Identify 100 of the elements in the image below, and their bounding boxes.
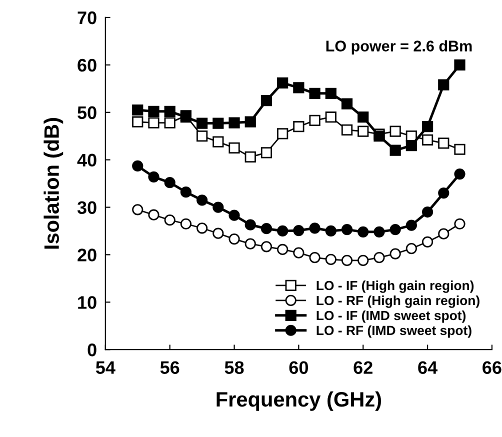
x-tick-label: 58 [224,361,244,374]
point [260,147,272,158]
point [390,248,401,260]
x-tick-label: 64 [418,361,438,374]
point [132,116,144,128]
point [196,118,208,129]
point [148,117,160,128]
point [277,244,288,256]
point [454,218,466,230]
point [132,204,144,216]
legend-label: LO - RF (IMD sweet spot) [316,325,472,338]
point [309,114,320,126]
point [180,186,192,198]
point [132,160,144,172]
x-tick-label: 56 [160,361,180,374]
point [374,252,385,264]
y-tick-label: 0 [88,344,96,356]
point [390,224,401,236]
point [390,126,401,137]
point [341,98,353,110]
point [454,144,466,155]
y-tick-label: 10 [78,296,96,309]
point [309,88,320,99]
x-tick-label: 66 [482,361,502,374]
point [148,106,160,117]
point [325,88,336,99]
point [180,218,192,230]
point [228,210,240,221]
point [341,124,353,136]
y-tick-label: 60 [78,58,96,72]
point [228,142,240,154]
point [132,104,144,116]
point [212,136,224,148]
x-tick-label: 54 [96,361,116,374]
point [309,222,320,234]
x-tick-label: 60 [289,361,308,374]
y-tick-label: 50 [78,106,96,120]
point [293,247,304,258]
point [358,112,369,123]
point [293,121,304,132]
point [212,118,224,129]
y-tick-label: 70 [78,11,96,24]
point [196,222,208,234]
point [228,233,240,245]
point [390,144,401,156]
point [341,224,353,236]
point [422,206,434,218]
point [196,194,208,206]
annotation: LO power = 2.6 dBm [326,40,472,54]
point [438,138,450,149]
point [422,121,434,132]
point [164,117,176,128]
point [212,202,224,213]
legend-label: LO - IF (High gain region) [316,280,474,293]
point [277,225,288,237]
point [325,254,336,266]
point [244,219,256,230]
point [406,242,417,254]
point [148,209,160,220]
point [164,106,176,117]
point [148,171,160,182]
point [454,59,466,70]
point [260,94,272,106]
x-axis-title: Frequency (GHz) [216,391,382,411]
point [406,140,417,152]
point [164,214,176,226]
point [260,241,272,252]
legend-label: LO - IF (IMD sweet spot) [316,310,466,323]
point [406,220,417,231]
point [325,112,336,123]
y-axis-title: Isolation (dB) [44,118,64,249]
point [164,177,176,188]
point [277,77,288,89]
point [422,134,434,146]
y-tick-label: 40 [77,154,96,167]
point [293,224,304,236]
point [260,223,272,234]
point [454,168,466,180]
y-tick-label: 30 [77,201,96,214]
point [293,82,304,94]
point [244,238,256,250]
x-tick-label: 62 [354,361,372,374]
point [244,116,256,128]
point [196,130,208,142]
point [358,226,369,238]
point [341,254,353,266]
point [309,252,320,264]
point [358,126,369,137]
point [358,254,369,266]
point [212,228,224,239]
point [422,236,434,248]
y-tick-label: 20 [78,248,96,262]
point [438,187,450,199]
point [325,225,336,237]
point [438,79,450,90]
legend-label: LO - RF (High gain region) [316,295,480,308]
point [228,117,240,128]
point [277,128,288,140]
point [438,228,450,240]
point [374,226,385,238]
